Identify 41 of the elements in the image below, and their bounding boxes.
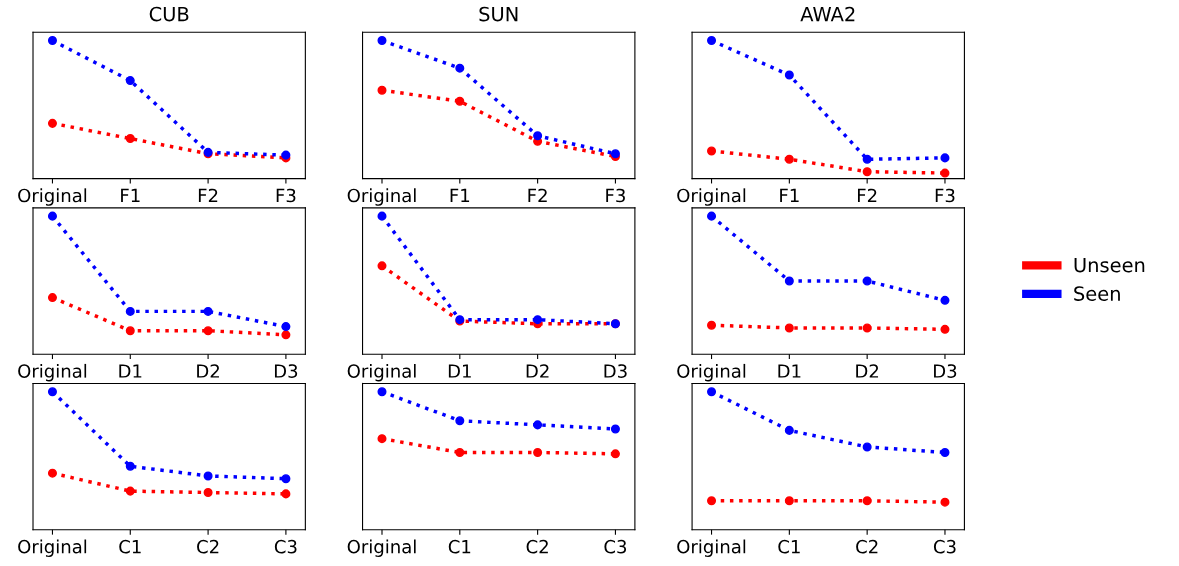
x-tick-label: D1 <box>778 364 801 378</box>
chart-title: SUN <box>479 6 518 22</box>
x-tick-label: C2 <box>526 539 548 554</box>
x-tick-label: Original <box>347 539 416 557</box>
x-tick-label: F1 <box>780 188 799 203</box>
x-tick-label: C1 <box>778 539 800 554</box>
x-tick-label: Original <box>677 363 746 382</box>
x-tick-label: F1 <box>121 188 140 203</box>
x-tick-label: C1 <box>448 539 471 554</box>
x-tick-label: Original <box>677 188 746 206</box>
x-tick-label: C2 <box>197 539 219 554</box>
chart-title: AWA2 <box>800 6 855 22</box>
x-tick-label: D2 <box>197 364 219 378</box>
x-tick-label: C3 <box>933 539 956 554</box>
x-tick-label: D2 <box>526 364 549 378</box>
x-tick-label: D2 <box>856 364 879 378</box>
x-tick-label: C1 <box>119 539 141 554</box>
legend-label: Unseen <box>1074 257 1145 273</box>
x-tick-label: C2 <box>856 539 878 554</box>
x-tick-label: F3 <box>935 188 955 203</box>
x-tick-label: C3 <box>604 539 627 554</box>
x-tick-label: Original <box>347 363 416 382</box>
x-tick-label: Original <box>18 363 87 382</box>
x-tick-label: F2 <box>198 188 218 203</box>
x-tick-label: F3 <box>276 188 296 203</box>
x-tick-label: Original <box>677 539 746 557</box>
x-tick-label: C3 <box>274 539 297 554</box>
x-tick-label: F1 <box>450 188 470 203</box>
x-tick-label: D1 <box>119 364 142 378</box>
x-tick-label: D3 <box>274 364 298 378</box>
x-tick-label: D3 <box>934 364 957 378</box>
x-tick-label: Original <box>18 188 87 206</box>
x-tick-label: F2 <box>857 188 877 203</box>
x-tick-label: D3 <box>604 364 627 378</box>
legend-label: Seen <box>1074 286 1120 301</box>
x-tick-label: Original <box>18 539 87 557</box>
x-tick-label: Original <box>347 188 416 206</box>
x-tick-label: F3 <box>606 188 625 203</box>
x-tick-label: F2 <box>528 188 547 203</box>
x-tick-label: D1 <box>448 364 471 378</box>
chart-title: CUB <box>149 6 189 22</box>
